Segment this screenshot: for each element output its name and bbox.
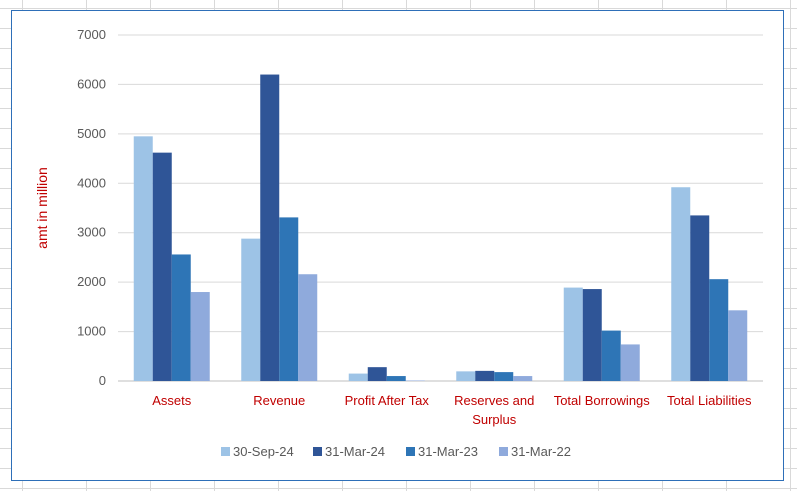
- x-category-label: Assets: [152, 393, 192, 408]
- y-tick-label: 5000: [77, 126, 106, 141]
- bar-31-mar-23-3[interactable]: [494, 372, 514, 381]
- bar-31-mar-23-5[interactable]: [709, 279, 729, 381]
- legend-label: 31-Mar-23: [418, 444, 478, 459]
- legend: 30-Sep-24 31-Mar-24 31-Mar-23 31-Mar-22: [221, 444, 571, 459]
- bars: [133, 74, 748, 382]
- bar-31-mar-24-4[interactable]: [582, 289, 602, 381]
- bar-31-mar-24-2[interactable]: [367, 367, 387, 381]
- bar-31-mar-24-1[interactable]: [260, 74, 280, 382]
- legend-label: 30-Sep-24: [233, 444, 294, 459]
- bar-30-sep-24-3[interactable]: [456, 371, 476, 381]
- legend-swatch: [313, 447, 322, 456]
- y-tick-label: 0: [99, 373, 106, 388]
- y-axis-title: amt in million: [34, 167, 50, 249]
- bar-31-mar-22-1[interactable]: [298, 274, 318, 381]
- bar-31-mar-24-0[interactable]: [152, 152, 172, 381]
- bar-31-mar-23-4[interactable]: [601, 330, 621, 381]
- y-tick-label: 4000: [77, 175, 106, 190]
- legend-label: 31-Mar-24: [325, 444, 385, 459]
- bar-31-mar-23-1[interactable]: [279, 217, 299, 381]
- y-tick-label: 6000: [77, 76, 106, 91]
- y-tick-label: 2000: [77, 274, 106, 289]
- y-tick-label: 3000: [77, 225, 106, 240]
- bar-31-mar-24-3[interactable]: [475, 370, 495, 381]
- bar-31-mar-24-5[interactable]: [690, 215, 710, 381]
- legend-swatch: [221, 447, 230, 456]
- bar-30-sep-24-1[interactable]: [241, 238, 261, 381]
- bar-31-mar-23-2[interactable]: [386, 376, 406, 381]
- x-category-label: Total Liabilities: [667, 393, 752, 408]
- bar-31-mar-22-5[interactable]: [728, 310, 748, 381]
- y-tick-label: 1000: [77, 324, 106, 339]
- bar-31-mar-22-3[interactable]: [513, 376, 533, 381]
- bar-30-sep-24-0[interactable]: [133, 136, 153, 381]
- bar-30-sep-24-2[interactable]: [348, 373, 368, 381]
- bar-30-sep-24-5[interactable]: [671, 187, 691, 381]
- y-tick-label: 7000: [77, 27, 106, 42]
- legend-item-31-mar-22[interactable]: 31-Mar-22: [499, 444, 571, 459]
- bar-31-mar-23-0[interactable]: [171, 254, 191, 381]
- legend-item-31-mar-23[interactable]: 31-Mar-23: [406, 444, 478, 459]
- legend-item-31-mar-24[interactable]: 31-Mar-24: [313, 444, 385, 459]
- gridlines: [118, 34, 763, 382]
- legend-label: 31-Mar-22: [511, 444, 571, 459]
- bar-31-mar-22-0[interactable]: [190, 292, 210, 381]
- x-category-label: Revenue: [253, 393, 305, 408]
- y-axis-ticks: 0 1000 2000 3000 4000 5000 6000 7000: [77, 27, 106, 388]
- bar-30-sep-24-4[interactable]: [563, 287, 583, 381]
- bar-31-mar-22-4[interactable]: [620, 344, 640, 381]
- x-category-label: Total Borrowings: [554, 393, 651, 408]
- x-axis-categories: Assets Revenue Profit After Tax Reserves an…: [152, 393, 752, 427]
- x-category-label: Reserves and Surplus: [454, 393, 534, 427]
- legend-swatch: [406, 447, 415, 456]
- legend-swatch: [499, 447, 508, 456]
- legend-item-30-sep-24[interactable]: 30-Sep-24: [221, 444, 294, 459]
- x-category-label: Profit After Tax: [345, 393, 430, 408]
